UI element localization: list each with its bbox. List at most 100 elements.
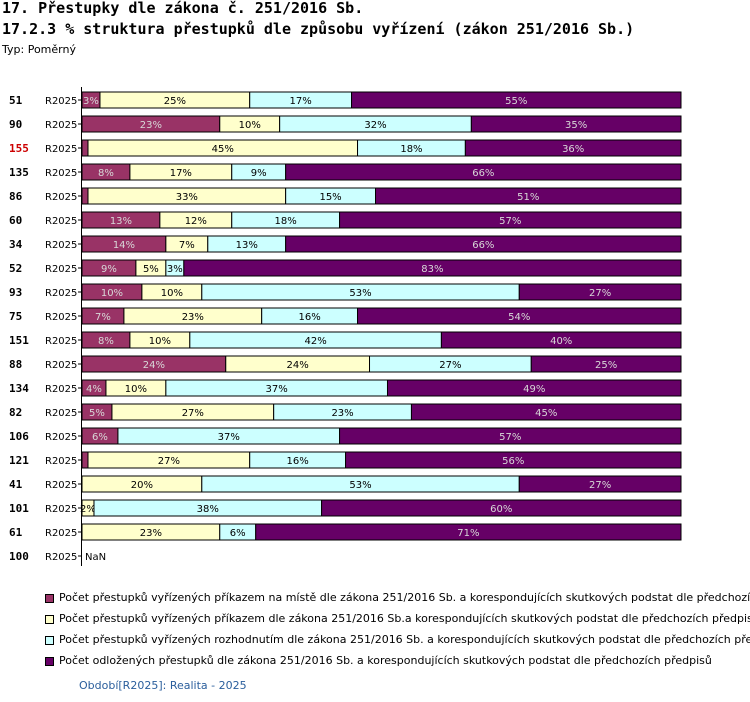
bar-segment [410, 403, 682, 421]
data-label: 7% [179, 240, 195, 251]
bar-segment [255, 523, 682, 541]
data-label: 9% [251, 168, 267, 179]
data-label: 27% [589, 288, 611, 299]
data-label: 27% [439, 360, 461, 371]
bar-segment [530, 355, 682, 373]
bar-segment [464, 139, 682, 157]
data-label: 23% [140, 528, 162, 539]
row-period-label: R2025 [45, 288, 77, 299]
bar-segment [339, 211, 682, 229]
data-label: 83% [421, 264, 443, 275]
row-period-label: R2025 [45, 120, 77, 131]
legend-swatch [45, 657, 54, 666]
row-label: 100 [9, 550, 29, 563]
row-label: 101 [9, 502, 29, 515]
data-label: 38% [197, 504, 219, 515]
data-label: 13% [110, 216, 132, 227]
data-label: 4% [86, 384, 102, 395]
row-label: 41 [9, 478, 23, 491]
row-label: 135 [9, 166, 29, 179]
data-label: 27% [182, 408, 204, 419]
data-label: 6% [92, 432, 108, 443]
bar-segment [285, 163, 682, 181]
legend-swatch [45, 594, 54, 603]
chart-type-label: Typ: Poměrný [2, 43, 76, 56]
row-label: 155 [9, 142, 29, 155]
data-label: 42% [304, 336, 326, 347]
data-label: 25% [164, 96, 186, 107]
row-label: 60 [9, 214, 22, 227]
data-label: 23% [140, 120, 162, 131]
data-label: 10% [125, 384, 147, 395]
legend-swatch [45, 615, 54, 624]
data-label: 20% [131, 480, 153, 491]
data-label: 71% [457, 528, 479, 539]
row-label: 90 [9, 118, 22, 131]
bar-segment [81, 187, 89, 205]
data-label: 27% [158, 456, 180, 467]
data-label: 8% [98, 168, 114, 179]
row-period-label: R2025 [45, 504, 77, 515]
data-label: 10% [239, 120, 261, 131]
data-label: 23% [182, 312, 204, 323]
bar-segment [351, 91, 682, 109]
data-label: 49% [523, 384, 545, 395]
data-label: 55% [505, 96, 527, 107]
row-period-label: R2025 [45, 456, 77, 467]
data-label: 5% [89, 408, 105, 419]
row-label: 75 [9, 310, 22, 323]
data-label: 10% [149, 336, 171, 347]
legend-label: Počet přestupků vyřízených příkazem na m… [59, 591, 750, 604]
row-period-label: R2025 [45, 384, 77, 395]
row-null-value: NaN [85, 552, 106, 563]
data-label: 23% [331, 408, 353, 419]
row-period-label: R2025 [45, 552, 77, 563]
row-label: 88 [9, 358, 22, 371]
data-label: 10% [161, 288, 183, 299]
data-label: 57% [499, 216, 521, 227]
data-label: 45% [535, 408, 557, 419]
page-title: 17. Přestupky dle zákona č. 251/2016 Sb. [2, 0, 364, 17]
row-label: 151 [9, 334, 29, 347]
data-label: 6% [230, 528, 246, 539]
data-label: 2% [80, 504, 96, 515]
row-label: 121 [9, 454, 29, 467]
data-label: 16% [287, 456, 309, 467]
row-label: 34 [9, 238, 23, 251]
data-label: 27% [589, 480, 611, 491]
data-label: 18% [275, 216, 297, 227]
row-period-label: R2025 [45, 432, 77, 443]
data-label: 53% [349, 480, 371, 491]
data-label: 3% [83, 96, 99, 107]
bar-segment [285, 235, 682, 253]
data-label: 17% [290, 96, 312, 107]
row-period-label: R2025 [45, 480, 77, 491]
data-label: 35% [565, 120, 587, 131]
data-label: 24% [287, 360, 309, 371]
bar-segment [183, 259, 682, 277]
period-footer: Období[R2025]: Realita - 2025 [79, 679, 247, 692]
bar-segment [81, 139, 89, 157]
row-label: 52 [9, 262, 22, 275]
row-period-label: R2025 [45, 168, 77, 179]
data-label: 45% [212, 144, 234, 155]
data-label: 15% [319, 192, 341, 203]
data-label: 53% [349, 288, 371, 299]
data-label: 51% [517, 192, 539, 203]
data-label: 37% [218, 432, 240, 443]
bar-segment [345, 451, 682, 469]
data-label: 32% [364, 120, 386, 131]
data-label: 57% [499, 432, 521, 443]
data-label: 14% [113, 240, 135, 251]
data-label: 12% [185, 216, 207, 227]
data-label: 54% [508, 312, 530, 323]
bar-segment [81, 451, 89, 469]
row-period-label: R2025 [45, 312, 77, 323]
data-label: 60% [490, 504, 512, 515]
data-label: 56% [502, 456, 524, 467]
legend-label: Počet odložených přestupků dle zákona 25… [59, 654, 712, 667]
data-label: 40% [550, 336, 572, 347]
bar-segment [321, 499, 682, 517]
row-label: 61 [9, 526, 23, 539]
